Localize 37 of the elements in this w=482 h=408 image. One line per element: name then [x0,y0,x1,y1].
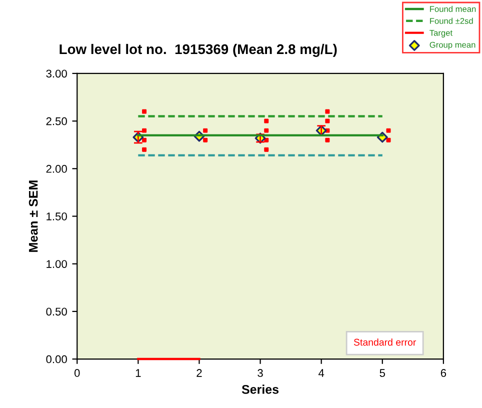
y-tick-label: 1.00 [46,260,67,268]
point [142,147,147,152]
point [142,109,147,114]
point [142,138,147,142]
x-tick-label: 2 [196,369,202,377]
y-axis-title: Mean ± SEM [28,180,38,252]
point [325,118,330,124]
chart-title: Low level lot no. 1915369 (Mean 2.8 mg/L) [60,44,337,57]
point [325,109,330,114]
y-tick-label: 1.50 [46,212,67,220]
x-tick-label: 0 [74,369,80,377]
point [264,118,269,124]
x-tick-label: 4 [318,369,324,377]
legend-label: Group mean [430,42,476,50]
point [325,138,330,142]
point [386,128,391,133]
point [142,128,147,133]
legend-label: Found mean [430,6,476,12]
y-tick-label: 2.00 [46,164,67,173]
point [264,138,269,142]
y-tick-label: 2.50 [46,117,67,126]
x-tick-label: 1 [136,369,141,377]
y-tick-label: 3.00 [46,70,67,78]
x-tick-label: 6 [440,369,446,377]
point [264,147,269,152]
point [386,138,391,142]
annotation: Standard error [354,338,416,346]
point [203,128,208,133]
x-axis-title: Series [242,384,279,394]
y-tick-label: 0.50 [46,308,67,316]
x-tick-label: 5 [380,369,386,377]
point [264,128,269,133]
legend-label: Found ±2sd [430,18,473,24]
legend-label: Target [430,30,452,38]
x-tick-label: 3 [258,369,263,377]
y-tick-label: 0.00 [46,355,67,364]
point [203,138,208,142]
